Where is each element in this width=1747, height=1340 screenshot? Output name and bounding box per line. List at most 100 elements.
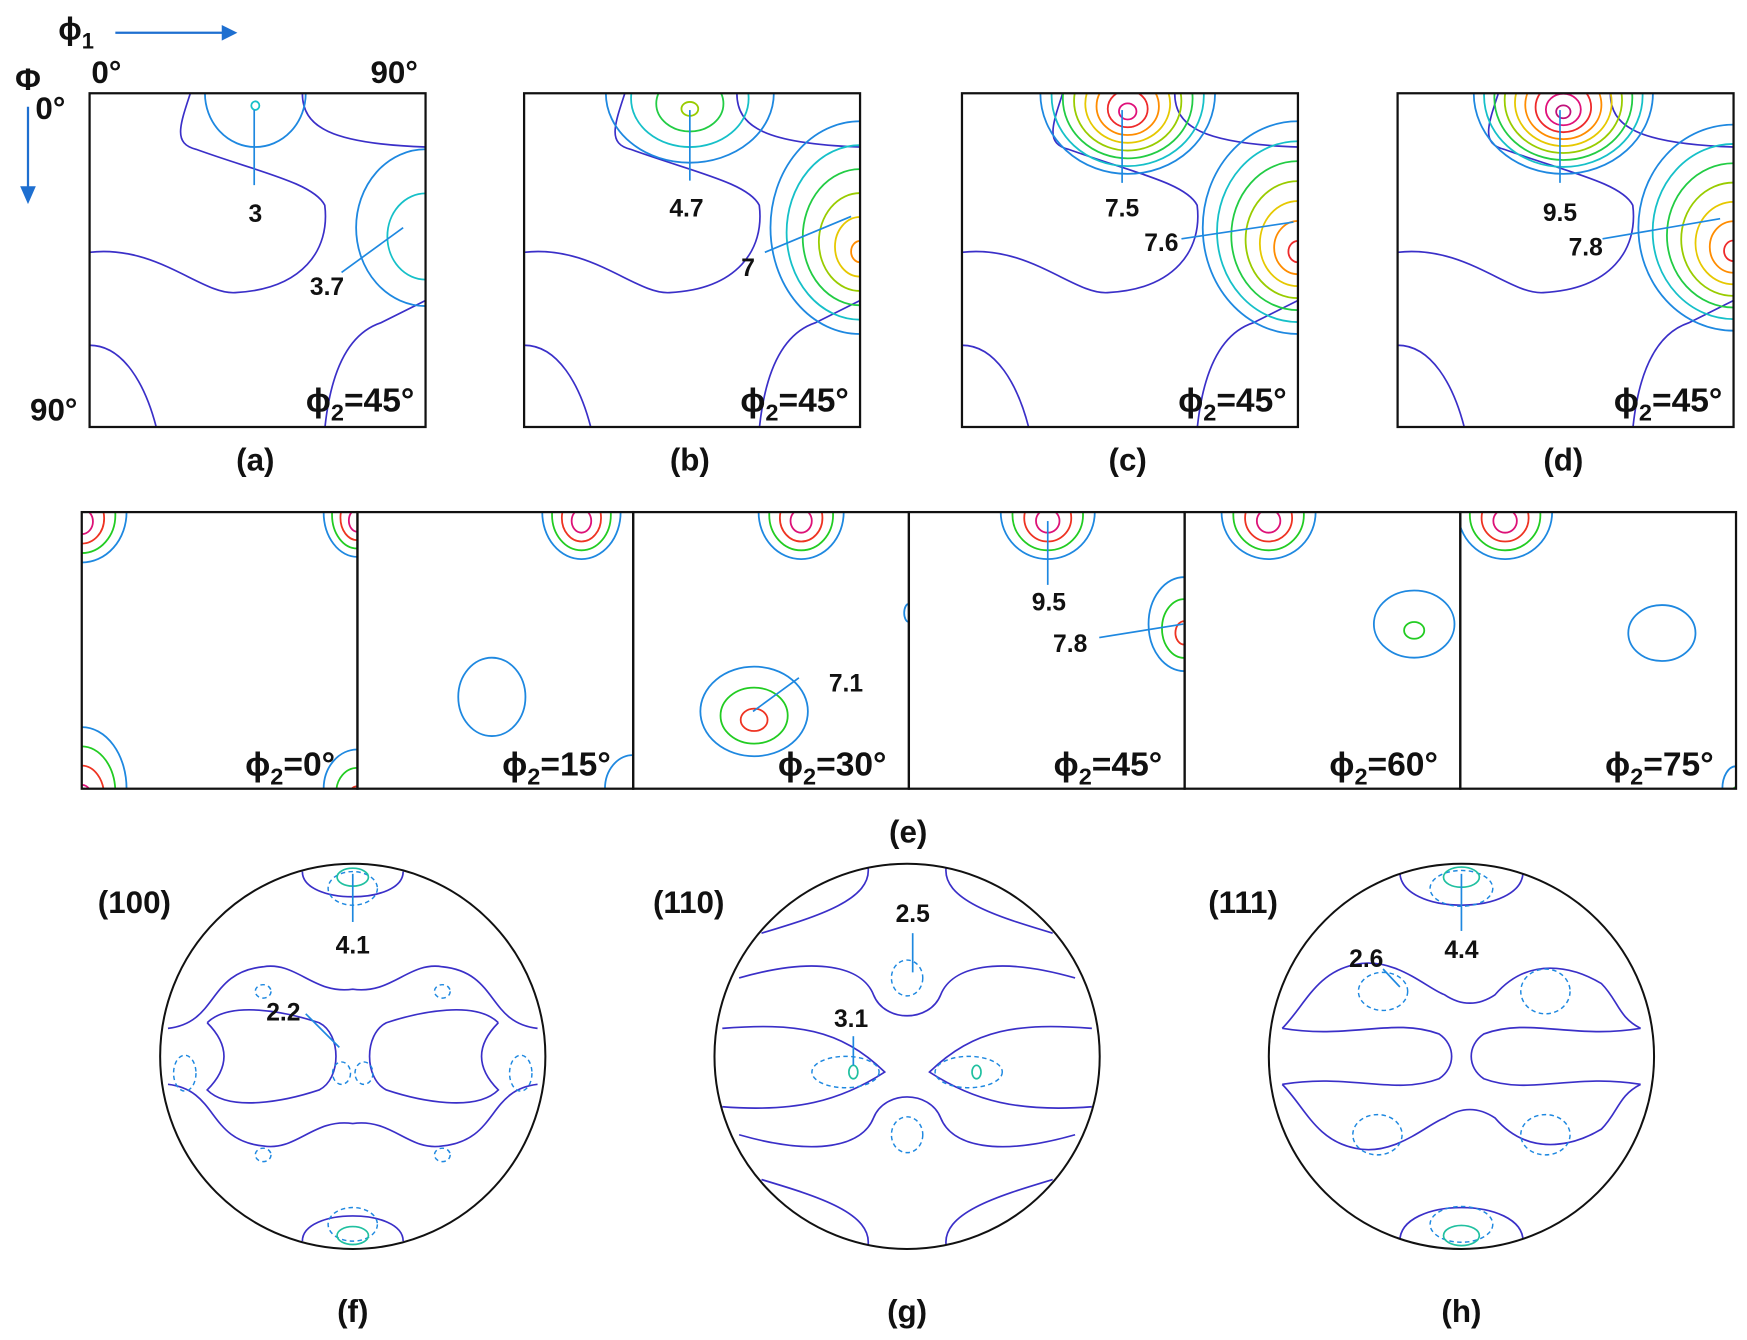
contour <box>1503 93 1623 154</box>
annotation: 4.4 <box>1444 937 1479 964</box>
contour <box>699 665 809 758</box>
annotation: 7.8 <box>1053 631 1087 658</box>
leader-line <box>305 1013 340 1048</box>
contour <box>250 100 261 111</box>
subscript: 2 <box>1203 400 1216 426</box>
contour <box>945 1178 1053 1247</box>
contour <box>722 1025 887 1109</box>
value: =45° <box>1652 382 1722 419</box>
contour <box>1483 93 1644 168</box>
section-label: ϕ2=45° <box>1614 382 1723 425</box>
contour <box>1492 512 1518 534</box>
contour <box>1255 512 1282 534</box>
subscript: 2 <box>803 764 816 790</box>
contour <box>1173 93 1298 148</box>
section-label: ϕ2=45° <box>1054 746 1163 789</box>
contour <box>204 93 307 148</box>
contour <box>560 512 602 543</box>
contour <box>254 983 272 999</box>
section-label: ϕ2=15° <box>502 746 611 789</box>
contour <box>1666 162 1734 309</box>
leader-line <box>1602 217 1721 240</box>
contour <box>1073 93 1183 152</box>
panel-label: (f) <box>337 1294 368 1329</box>
contour <box>848 1064 859 1080</box>
leader-line <box>1382 968 1401 988</box>
value: =0° <box>283 746 335 783</box>
leader-line <box>341 226 404 274</box>
pole-figure-frame <box>159 862 547 1250</box>
pole-figure-frame <box>713 862 1101 1250</box>
contours <box>1397 93 1734 427</box>
contour <box>1708 220 1734 274</box>
contour <box>205 1008 337 1104</box>
contour <box>1282 1026 1453 1087</box>
contour <box>327 1206 379 1242</box>
contour <box>1281 1083 1641 1151</box>
contour <box>301 93 426 148</box>
contour <box>1520 1113 1571 1156</box>
contour <box>1429 1205 1494 1243</box>
section-label: ϕ2=0° <box>245 746 335 789</box>
subscript: 2 <box>1079 764 1092 790</box>
panel-frame <box>1459 510 1738 790</box>
contours <box>999 512 1185 673</box>
value: =45° <box>778 382 848 419</box>
leader-line <box>752 677 800 713</box>
annotation: 7 <box>741 255 755 282</box>
contour <box>1397 93 1635 294</box>
contour <box>1357 971 1409 1012</box>
panel-label: (a) <box>236 443 274 478</box>
annotation: 2.6 <box>1349 946 1383 973</box>
contour <box>789 512 813 534</box>
contour <box>551 512 612 552</box>
contour <box>541 512 622 561</box>
annotation: 4.7 <box>669 195 703 222</box>
panel-label: (g) <box>887 1294 927 1329</box>
contour <box>1637 123 1734 332</box>
contours <box>524 93 861 427</box>
symbol: ϕ <box>1178 382 1203 419</box>
symbol: ϕ <box>306 382 331 419</box>
contour <box>1524 93 1603 141</box>
axis-label: ϕ1 <box>58 12 94 54</box>
axis-label: Φ <box>15 62 41 97</box>
contour <box>1514 93 1613 147</box>
plane-label: (111) <box>1208 885 1278 920</box>
annotation: 2.5 <box>896 901 931 928</box>
section-label: ϕ2=75° <box>1605 746 1714 789</box>
contours <box>961 93 1298 427</box>
value: =75° <box>1643 746 1713 783</box>
contour <box>1472 93 1654 175</box>
contour <box>1287 240 1298 264</box>
contours <box>167 867 538 1246</box>
annotation: 3 <box>248 201 262 228</box>
value: =30° <box>816 746 886 783</box>
contour <box>81 512 94 536</box>
contour <box>355 148 426 307</box>
contour <box>1201 120 1298 335</box>
contour <box>890 1116 924 1154</box>
contour <box>928 1025 1092 1109</box>
contour <box>1403 621 1426 640</box>
leader-line <box>1099 623 1184 639</box>
contour <box>736 93 861 148</box>
subscript: 2 <box>1639 400 1652 426</box>
contour <box>1232 512 1305 552</box>
contour <box>1627 604 1697 662</box>
symbol: ϕ <box>740 382 765 419</box>
panel-frame <box>88 92 427 429</box>
annotation: 7.6 <box>1144 230 1178 257</box>
contour <box>167 1083 538 1148</box>
contour <box>1480 512 1530 543</box>
axis-label: 0° <box>91 55 121 90</box>
contour <box>433 983 451 999</box>
contour <box>331 1061 352 1086</box>
subscript: 2 <box>527 764 540 790</box>
contours <box>81 512 358 789</box>
symbol: ϕ <box>1329 746 1354 783</box>
contour <box>1281 962 1641 1030</box>
contour <box>81 512 117 554</box>
contour <box>1095 93 1160 136</box>
